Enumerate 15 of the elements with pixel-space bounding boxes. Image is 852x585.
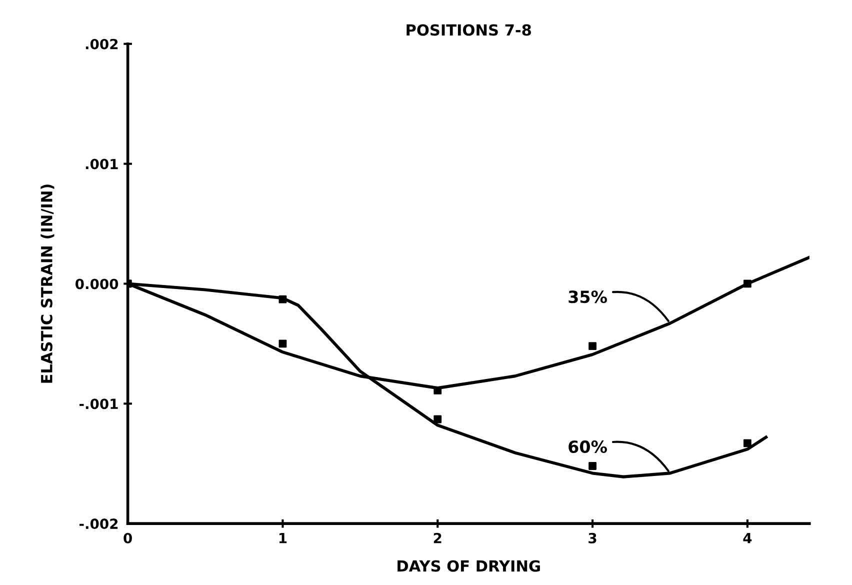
chart-title: POSITIONS 7-8	[406, 24, 531, 36]
x-tick-label: 3	[588, 532, 596, 544]
y-tick-label: 0.000	[76, 278, 118, 290]
annotation: 60%	[568, 440, 607, 454]
x-tick-label: 1	[279, 533, 287, 544]
y-tick-label: -.001	[79, 398, 118, 410]
annotation: 35%	[568, 290, 607, 304]
y-tick-label: -.002	[79, 518, 118, 530]
y-axis-title: ELASTIC STRAIN (IN/IN)	[40, 184, 54, 383]
x-tick-label: 4	[743, 533, 752, 544]
x-tick-label: 0	[124, 532, 132, 544]
x-tick-label: 2	[434, 532, 442, 544]
y-tick-label: .002	[86, 38, 118, 50]
y-tick-label: .001	[86, 158, 118, 170]
x-axis-title: DAYS OF DRYING	[398, 560, 540, 572]
